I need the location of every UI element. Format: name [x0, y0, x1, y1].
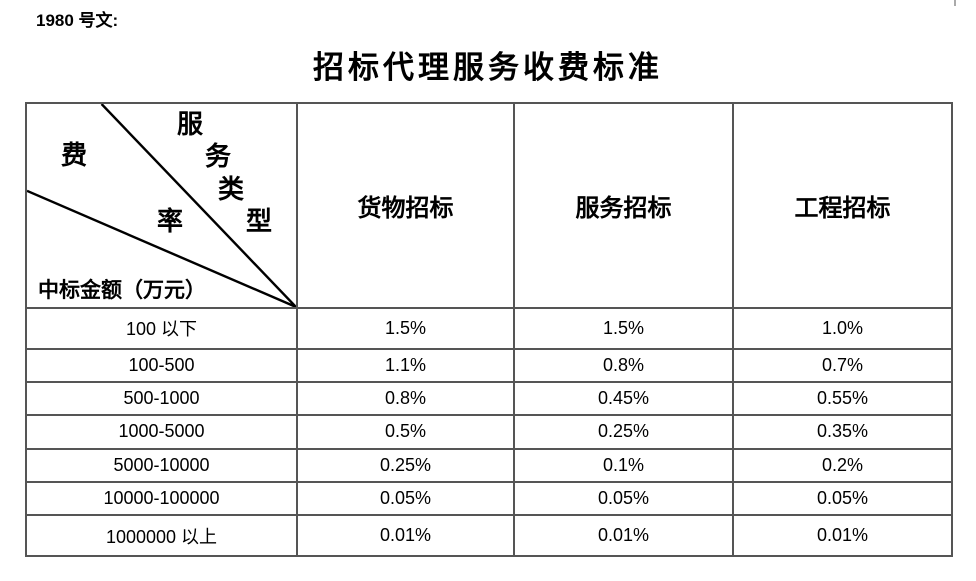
- table-row: 1000000 以上 0.01% 0.01% 0.01%: [25, 514, 953, 557]
- row-axis-label: 中标金额（万元）: [38, 278, 206, 302]
- table-row: 100-500 1.1% 0.8% 0.7%: [25, 347, 953, 383]
- rate-cell: 0.1%: [513, 447, 734, 483]
- rate-cell: 0.25%: [513, 414, 734, 450]
- rate-cell: 0.01%: [296, 514, 515, 557]
- rate-cell: 0.5%: [296, 414, 515, 450]
- fee-standard-table: 服 务 类 型 费 率 中标金额（万元） 货物招标 服务招标 工程招标 100 …: [25, 102, 953, 557]
- rate-cell: 0.7%: [732, 347, 953, 383]
- amount-range-cell: 100 以下: [25, 307, 298, 350]
- service-type-char: 服: [177, 110, 204, 139]
- service-type-char: 类: [218, 175, 245, 204]
- service-type-char: 务: [205, 142, 232, 171]
- rate-cell: 0.05%: [732, 480, 953, 517]
- table-row: 1000-5000 0.5% 0.25% 0.35%: [25, 414, 953, 450]
- page-edge-artifact: [954, 0, 956, 6]
- column-header-engineering: 工程招标: [732, 102, 953, 309]
- amount-range-cell: 1000-5000: [25, 414, 298, 450]
- amount-range-cell: 100-500: [25, 347, 298, 383]
- table-row: 500-1000 0.8% 0.45% 0.55%: [25, 380, 953, 417]
- amount-range-cell: 10000-100000: [25, 480, 298, 517]
- diagonal-line-upper: [100, 104, 296, 307]
- rate-cell: 0.25%: [296, 447, 515, 483]
- amount-range-cell: 5000-10000: [25, 447, 298, 483]
- rate-cell: 0.8%: [296, 380, 515, 417]
- page-title: 招标代理服务收费标准: [313, 50, 663, 85]
- rate-cell: 1.0%: [732, 307, 953, 350]
- rate-cell: 0.55%: [732, 380, 953, 417]
- amount-range-cell: 500-1000: [25, 380, 298, 417]
- amount-range-cell: 1000000 以上: [25, 514, 298, 557]
- rate-cell: 0.01%: [513, 514, 734, 557]
- table-header-row: 服 务 类 型 费 率 中标金额（万元） 货物招标 服务招标 工程招标: [25, 102, 953, 309]
- doc-reference: 1980 号文:: [36, 11, 119, 30]
- rate-cell: 0.2%: [732, 447, 953, 483]
- rate-cell: 1.5%: [296, 307, 515, 350]
- diagonal-divider-lines: [27, 104, 296, 307]
- rate-cell: 0.45%: [513, 380, 734, 417]
- table-row: 10000-100000 0.05% 0.05% 0.05%: [25, 480, 953, 517]
- column-header-services: 服务招标: [513, 102, 734, 309]
- fee-rate-char: 费: [61, 141, 88, 170]
- table-row: 5000-10000 0.25% 0.1% 0.2%: [25, 447, 953, 483]
- service-type-char: 型: [246, 207, 273, 236]
- diagonal-header-cell: 服 务 类 型 费 率 中标金额（万元）: [25, 102, 298, 309]
- fee-rate-char: 率: [157, 207, 184, 236]
- rate-cell: 1.5%: [513, 307, 734, 350]
- diagonal-line-lower: [27, 189, 296, 307]
- rate-cell: 1.1%: [296, 347, 515, 383]
- rate-cell: 0.35%: [732, 414, 953, 450]
- rate-cell: 0.01%: [732, 514, 953, 557]
- column-header-goods: 货物招标: [296, 102, 515, 309]
- rate-cell: 0.05%: [513, 480, 734, 517]
- rate-cell: 0.05%: [296, 480, 515, 517]
- table-row: 100 以下 1.5% 1.5% 1.0%: [25, 307, 953, 350]
- rate-cell: 0.8%: [513, 347, 734, 383]
